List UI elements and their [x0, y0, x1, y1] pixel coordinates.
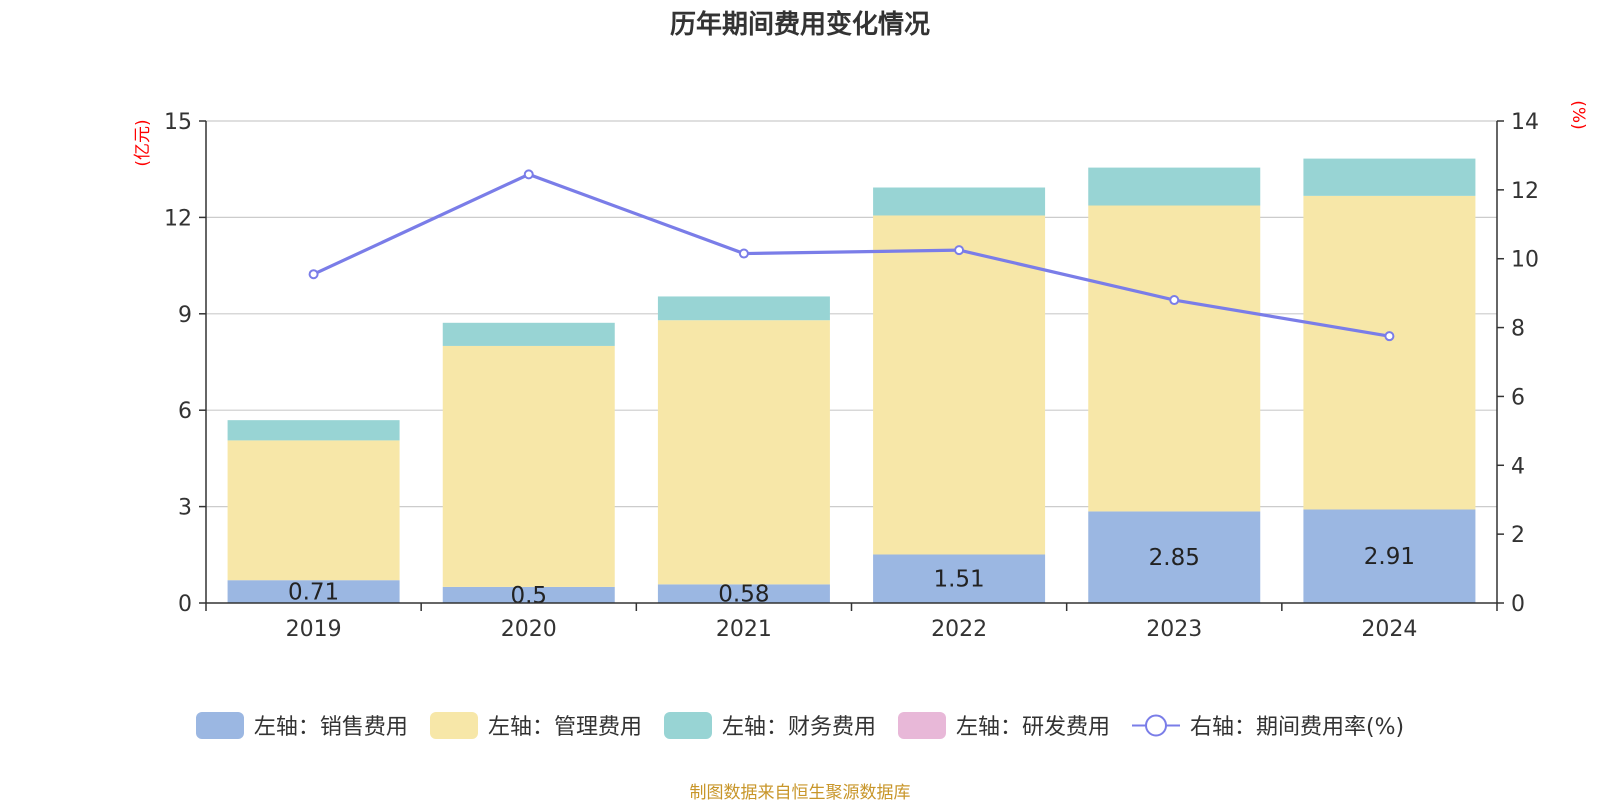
legend-item-1[interactable]: 左轴：管理费用 [429, 709, 642, 741]
legend-swatch [663, 711, 712, 739]
right-tick-label: 8 [1511, 317, 1525, 342]
chart-canvas: 0.71 0.5 0.58 1.51 2.85 2.91 0 3 6 9 12 15 0 2 4 6 8 10 1… [133, 100, 1588, 642]
bar-data-label: 0.5 [510, 583, 547, 609]
x-category-label: 2023 [1146, 617, 1202, 642]
legend-label: 左轴：销售费用 [253, 715, 408, 740]
bar-0-2024[interactable] [1303, 509, 1476, 603]
legend-label: 左轴：管理费用 [487, 715, 642, 740]
rate-point-2021[interactable] [738, 248, 749, 259]
legend-swatch [195, 711, 244, 739]
legend-label: 右轴：期间费用率(%) [1189, 715, 1405, 740]
x-category-label: 2021 [716, 617, 772, 642]
bar-1-2019[interactable] [227, 440, 400, 581]
left-tick-label: 15 [164, 110, 192, 135]
left-tick-label: 6 [178, 399, 192, 424]
bar-1-2022[interactable] [873, 215, 1046, 555]
legend-label: 左轴：财务费用 [721, 715, 876, 740]
x-category-label: 2024 [1361, 617, 1417, 642]
right-axis-unit: (%) [1568, 100, 1588, 129]
bar-data-label: 0.71 [288, 580, 339, 606]
bar-2-2022[interactable] [873, 187, 1046, 216]
bar-0-2020[interactable] [442, 586, 615, 603]
left-tick-label: 0 [178, 592, 192, 617]
bar-0-2023[interactable] [1088, 511, 1261, 603]
rate-point-2023[interactable] [1169, 295, 1180, 306]
legend-label: 左轴：研发费用 [955, 715, 1110, 740]
bar-1-2021[interactable] [657, 320, 830, 585]
rate-point-2020[interactable] [523, 169, 534, 180]
rate-line [312, 172, 1390, 338]
rate-point-2019[interactable] [308, 269, 319, 280]
right-tick-label: 4 [1511, 454, 1525, 479]
bar-data-label: 2.85 [1149, 545, 1200, 571]
chart-title: 历年期间费用变化情况 [669, 10, 930, 40]
legend: 左轴：销售费用 左轴：管理费用 左轴：财务费用 左轴：研发费用 右轴：期间费用率(%) [0, 705, 1600, 745]
right-tick-label: 12 [1511, 179, 1539, 204]
right-tick-label: 0 [1511, 592, 1525, 617]
left-tick-label: 12 [164, 206, 192, 231]
bar-data-label: 1.51 [933, 567, 984, 593]
legend-item-3[interactable]: 左轴：研发费用 [897, 709, 1110, 741]
x-category-label: 2020 [501, 617, 557, 642]
right-tick-label: 14 [1511, 110, 1539, 135]
legend-item-4[interactable]: 右轴：期间费用率(%) [1131, 709, 1405, 741]
bar-1-2020[interactable] [442, 345, 615, 587]
left-tick-label: 9 [178, 303, 192, 328]
bar-layer [227, 158, 1476, 603]
bar-data-label: 2.91 [1364, 544, 1415, 570]
bar-data-label: 0.58 [718, 582, 769, 608]
left-axis-unit: (亿元) [133, 119, 153, 166]
legend-item-0[interactable]: 左轴：销售费用 [195, 709, 408, 741]
bar-2-2019[interactable] [227, 420, 400, 441]
bar-0-2022[interactable] [873, 554, 1046, 603]
grid-lines [206, 120, 1497, 508]
bar-0-2019[interactable] [227, 580, 400, 603]
bar-1-2024[interactable] [1303, 195, 1476, 510]
legend-item-2[interactable]: 左轴：财务费用 [663, 709, 876, 741]
data-source-note: 制图数据来自恒生聚源数据库 [689, 783, 911, 803]
line-layer [308, 169, 1395, 342]
x-category-label: 2019 [286, 617, 342, 642]
axes-layer: 0 3 6 9 12 15 0 2 4 6 8 10 12 14 2019 2020 2021 2022 2023 2… [164, 110, 1539, 642]
bar-2-2021[interactable] [657, 296, 830, 321]
x-category-label: 2022 [931, 617, 987, 642]
right-tick-label: 2 [1511, 523, 1525, 548]
right-tick-label: 6 [1511, 385, 1525, 410]
bar-2-2020[interactable] [442, 322, 615, 346]
legend-swatch [897, 711, 946, 739]
right-tick-label: 10 [1511, 248, 1539, 273]
left-tick-label: 3 [178, 496, 192, 521]
legend-line-swatch [1131, 714, 1180, 736]
bar-0-2021[interactable] [657, 584, 830, 603]
legend-marker [1144, 714, 1167, 736]
bar-1-2023[interactable] [1088, 205, 1261, 512]
legend-swatch [429, 711, 478, 739]
bar-2-2023[interactable] [1088, 167, 1261, 206]
bar-2-2024[interactable] [1303, 158, 1476, 196]
rate-point-2024[interactable] [1384, 331, 1395, 342]
rate-point-2022[interactable] [954, 245, 965, 256]
